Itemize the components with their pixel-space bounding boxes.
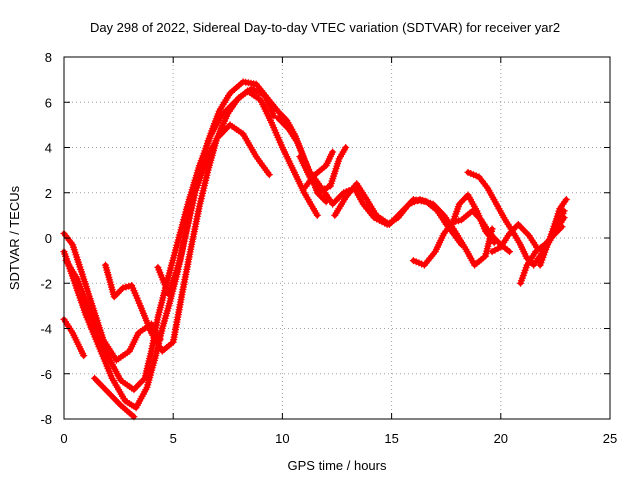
y-tick-label: 0 [45, 231, 52, 246]
series-markers [91, 374, 138, 421]
series-arc-4 [60, 315, 88, 360]
series-markers [300, 148, 337, 192]
series-markers [60, 315, 88, 360]
series-arc-11 [331, 180, 465, 249]
series-markers [536, 196, 570, 269]
series-arc-9 [296, 144, 350, 194]
series-markers [102, 85, 278, 355]
series-arc-2 [60, 121, 273, 412]
y-tick-label: 6 [45, 95, 52, 110]
x-tick-label: 25 [603, 431, 617, 446]
x-tick-labels: 0 5 10 15 20 25 [60, 431, 617, 446]
series-markers [296, 144, 350, 194]
y-tick-label: -6 [40, 367, 52, 382]
y-tick-label: -2 [40, 276, 52, 291]
ticks [63, 56, 611, 420]
x-tick-label: 15 [384, 431, 398, 446]
x-tick-label: 10 [275, 431, 289, 446]
series-arc-6 [102, 85, 278, 355]
series-arc-17 [536, 196, 570, 269]
series-arc-10 [300, 148, 337, 192]
data-layer [60, 78, 570, 421]
series-arc-13 [447, 191, 498, 246]
series-trace [61, 122, 272, 411]
grid [64, 57, 610, 419]
series-arc-5 [91, 374, 138, 421]
y-tick-label: 2 [45, 186, 52, 201]
x-tick-label: 20 [494, 431, 508, 446]
x-tick-label: 0 [60, 431, 67, 446]
y-tick-label: -4 [40, 322, 52, 337]
series-markers [447, 191, 498, 246]
y-tick-label: 8 [45, 50, 52, 65]
y-tick-label: 4 [45, 141, 52, 156]
y-tick-label: -8 [40, 412, 52, 427]
x-axis-label: GPS time / hours [288, 458, 387, 473]
series-markers [60, 121, 273, 412]
x-tick-label: 5 [170, 431, 177, 446]
chart-title: Day 298 of 2022, Sidereal Day-to-day VTE… [90, 20, 560, 35]
y-tick-labels: -8 -6 -4 -2 0 2 4 6 8 [40, 50, 52, 427]
y-axis-label: SDTVAR / TECUs [7, 185, 22, 290]
